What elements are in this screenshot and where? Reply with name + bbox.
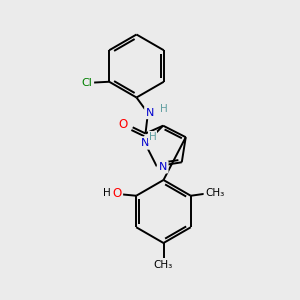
Text: CH₃: CH₃ [205,188,224,198]
Text: H: H [103,188,111,198]
Text: H: H [149,132,157,142]
Text: O: O [112,187,121,200]
Text: H: H [160,104,168,115]
Text: N: N [146,107,154,118]
Text: Cl: Cl [82,78,92,88]
Text: O: O [118,118,127,131]
Text: CH₃: CH₃ [154,260,173,270]
Text: N: N [140,138,149,148]
Text: N: N [158,162,167,172]
